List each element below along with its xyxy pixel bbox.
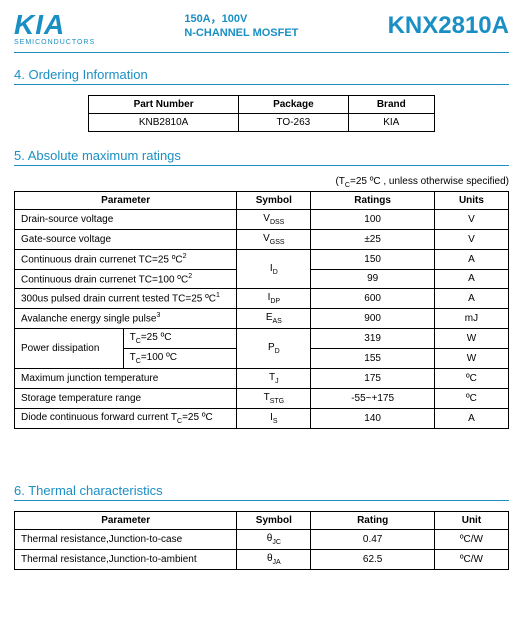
cell-symbol: VGSS xyxy=(237,230,311,250)
logo-subtitle: SEMICONDUCTORS xyxy=(14,39,95,46)
col-units: Units xyxy=(434,192,508,210)
table-row: Thermal resistance,Junction-to-case θJC … xyxy=(15,529,509,549)
section-ordering-title: 4. Ordering Information xyxy=(14,67,509,85)
cell-rating: 140 xyxy=(311,408,435,428)
table-row: Parameter Symbol Rating Unit xyxy=(15,511,509,529)
cell-unit: A xyxy=(434,250,508,269)
cell-param: Storage temperature range xyxy=(15,388,237,408)
cell-rating: 100 xyxy=(311,210,435,230)
cell-symbol: IDP xyxy=(237,288,311,308)
cell-partnumber: KNB2810A xyxy=(89,114,239,132)
cell-rating: ±25 xyxy=(311,230,435,250)
product-title: 150A，100V N-CHANNEL MOSFET xyxy=(184,12,298,41)
cell-unit: W xyxy=(434,348,508,368)
cell-param: Maximum junction temperature xyxy=(15,368,237,388)
cell-rating: 319 xyxy=(311,328,435,348)
table-row: Thermal resistance,Junction-to-ambient θ… xyxy=(15,549,509,569)
cell-brand: KIA xyxy=(348,114,434,132)
cell-param: Power dissipation xyxy=(15,328,124,368)
table-row: 300us pulsed drain current tested TC=25 … xyxy=(15,288,509,308)
cell-param: Continuous drain currenet TC=100 ºC2 xyxy=(15,269,237,288)
cell-symbol: TJ xyxy=(237,368,311,388)
part-number-heading: KNX2810A xyxy=(388,12,509,40)
cell-symbol: θJA xyxy=(237,549,311,569)
col-brand: Brand xyxy=(348,96,434,114)
cell-rating: 600 xyxy=(311,288,435,308)
col-symbol: Symbol xyxy=(237,192,311,210)
cell-unit: A xyxy=(434,408,508,428)
ordering-table: Part Number Package Brand KNB2810A TO-26… xyxy=(88,95,435,132)
thermal-table: Parameter Symbol Rating Unit Thermal res… xyxy=(14,511,509,570)
col-symbol: Symbol xyxy=(237,511,311,529)
cell-symbol: PD xyxy=(237,328,311,368)
table-row: Continuous drain currenet TC=25 ºC2 ID 1… xyxy=(15,250,509,269)
table-row: Drain-source voltage VDSS 100 V xyxy=(15,210,509,230)
col-partnumber: Part Number xyxy=(89,96,239,114)
table-row: Maximum junction temperature TJ 175 ºC xyxy=(15,368,509,388)
table-row: Part Number Package Brand xyxy=(89,96,435,114)
section-absmax-title: 5. Absolute maximum ratings xyxy=(14,148,509,166)
cell-symbol: EAS xyxy=(237,308,311,328)
cell-param: Thermal resistance,Junction-to-case xyxy=(15,529,237,549)
table-row: Storage temperature range TSTG -55~+175 … xyxy=(15,388,509,408)
cell-symbol: ID xyxy=(237,250,311,289)
title-line1: 150A，100V xyxy=(184,12,298,26)
cell-unit: W xyxy=(434,328,508,348)
cell-unit: V xyxy=(434,210,508,230)
cell-param: Diode continuous forward current TC=25 º… xyxy=(15,408,237,428)
col-rating: Rating xyxy=(311,511,435,529)
logo-block: KIA SEMICONDUCTORS xyxy=(14,12,95,46)
cell-unit: V xyxy=(434,230,508,250)
col-ratings: Ratings xyxy=(311,192,435,210)
cell-unit: A xyxy=(434,269,508,288)
cell-symbol: θJC xyxy=(237,529,311,549)
col-parameter: Parameter xyxy=(15,192,237,210)
cell-unit: ºC/W xyxy=(434,549,508,569)
absmax-table: Parameter Symbol Ratings Units Drain-sou… xyxy=(14,191,509,429)
cell-param: Drain-source voltage xyxy=(15,210,237,230)
cell-subparam: TC=25 ºC xyxy=(123,328,237,348)
cell-subparam: TC=100 ºC xyxy=(123,348,237,368)
cell-rating: 155 xyxy=(311,348,435,368)
cell-unit: ºC xyxy=(434,388,508,408)
table-row: Power dissipation TC=25 ºC PD 319 W xyxy=(15,328,509,348)
cell-rating: -55~+175 xyxy=(311,388,435,408)
table-row: Parameter Symbol Ratings Units xyxy=(15,192,509,210)
cell-unit: ºC/W xyxy=(434,529,508,549)
cell-rating: 0.47 xyxy=(311,529,435,549)
table-row: Avalanche energy single pulse3 EAS 900 m… xyxy=(15,308,509,328)
cell-unit: mJ xyxy=(434,308,508,328)
cell-symbol: TSTG xyxy=(237,388,311,408)
cell-param: 300us pulsed drain current tested TC=25 … xyxy=(15,288,237,308)
cell-unit: A xyxy=(434,288,508,308)
page-header: KIA SEMICONDUCTORS 150A，100V N-CHANNEL M… xyxy=(14,12,509,53)
col-package: Package xyxy=(238,96,348,114)
table-row: Diode continuous forward current TC=25 º… xyxy=(15,408,509,428)
cell-rating: 900 xyxy=(311,308,435,328)
col-unit: Unit xyxy=(434,511,508,529)
cell-rating: 150 xyxy=(311,250,435,269)
col-parameter: Parameter xyxy=(15,511,237,529)
cell-unit: ºC xyxy=(434,368,508,388)
cell-param: Avalanche energy single pulse3 xyxy=(15,308,237,328)
cell-rating: 62.5 xyxy=(311,549,435,569)
section-thermal-title: 6. Thermal characteristics xyxy=(14,483,509,501)
title-line2: N-CHANNEL MOSFET xyxy=(184,26,298,40)
condition-note: (TC=25 ºC , unless otherwise specified) xyxy=(14,176,509,189)
cell-symbol: VDSS xyxy=(237,210,311,230)
cell-rating: 99 xyxy=(311,269,435,288)
table-row: KNB2810A TO-263 KIA xyxy=(89,114,435,132)
cell-symbol: IS xyxy=(237,408,311,428)
cell-package: TO-263 xyxy=(238,114,348,132)
cell-rating: 175 xyxy=(311,368,435,388)
table-row: Gate-source voltage VGSS ±25 V xyxy=(15,230,509,250)
logo: KIA xyxy=(14,12,95,37)
cell-param: Continuous drain currenet TC=25 ºC2 xyxy=(15,250,237,269)
cell-param: Thermal resistance,Junction-to-ambient xyxy=(15,549,237,569)
cell-param: Gate-source voltage xyxy=(15,230,237,250)
